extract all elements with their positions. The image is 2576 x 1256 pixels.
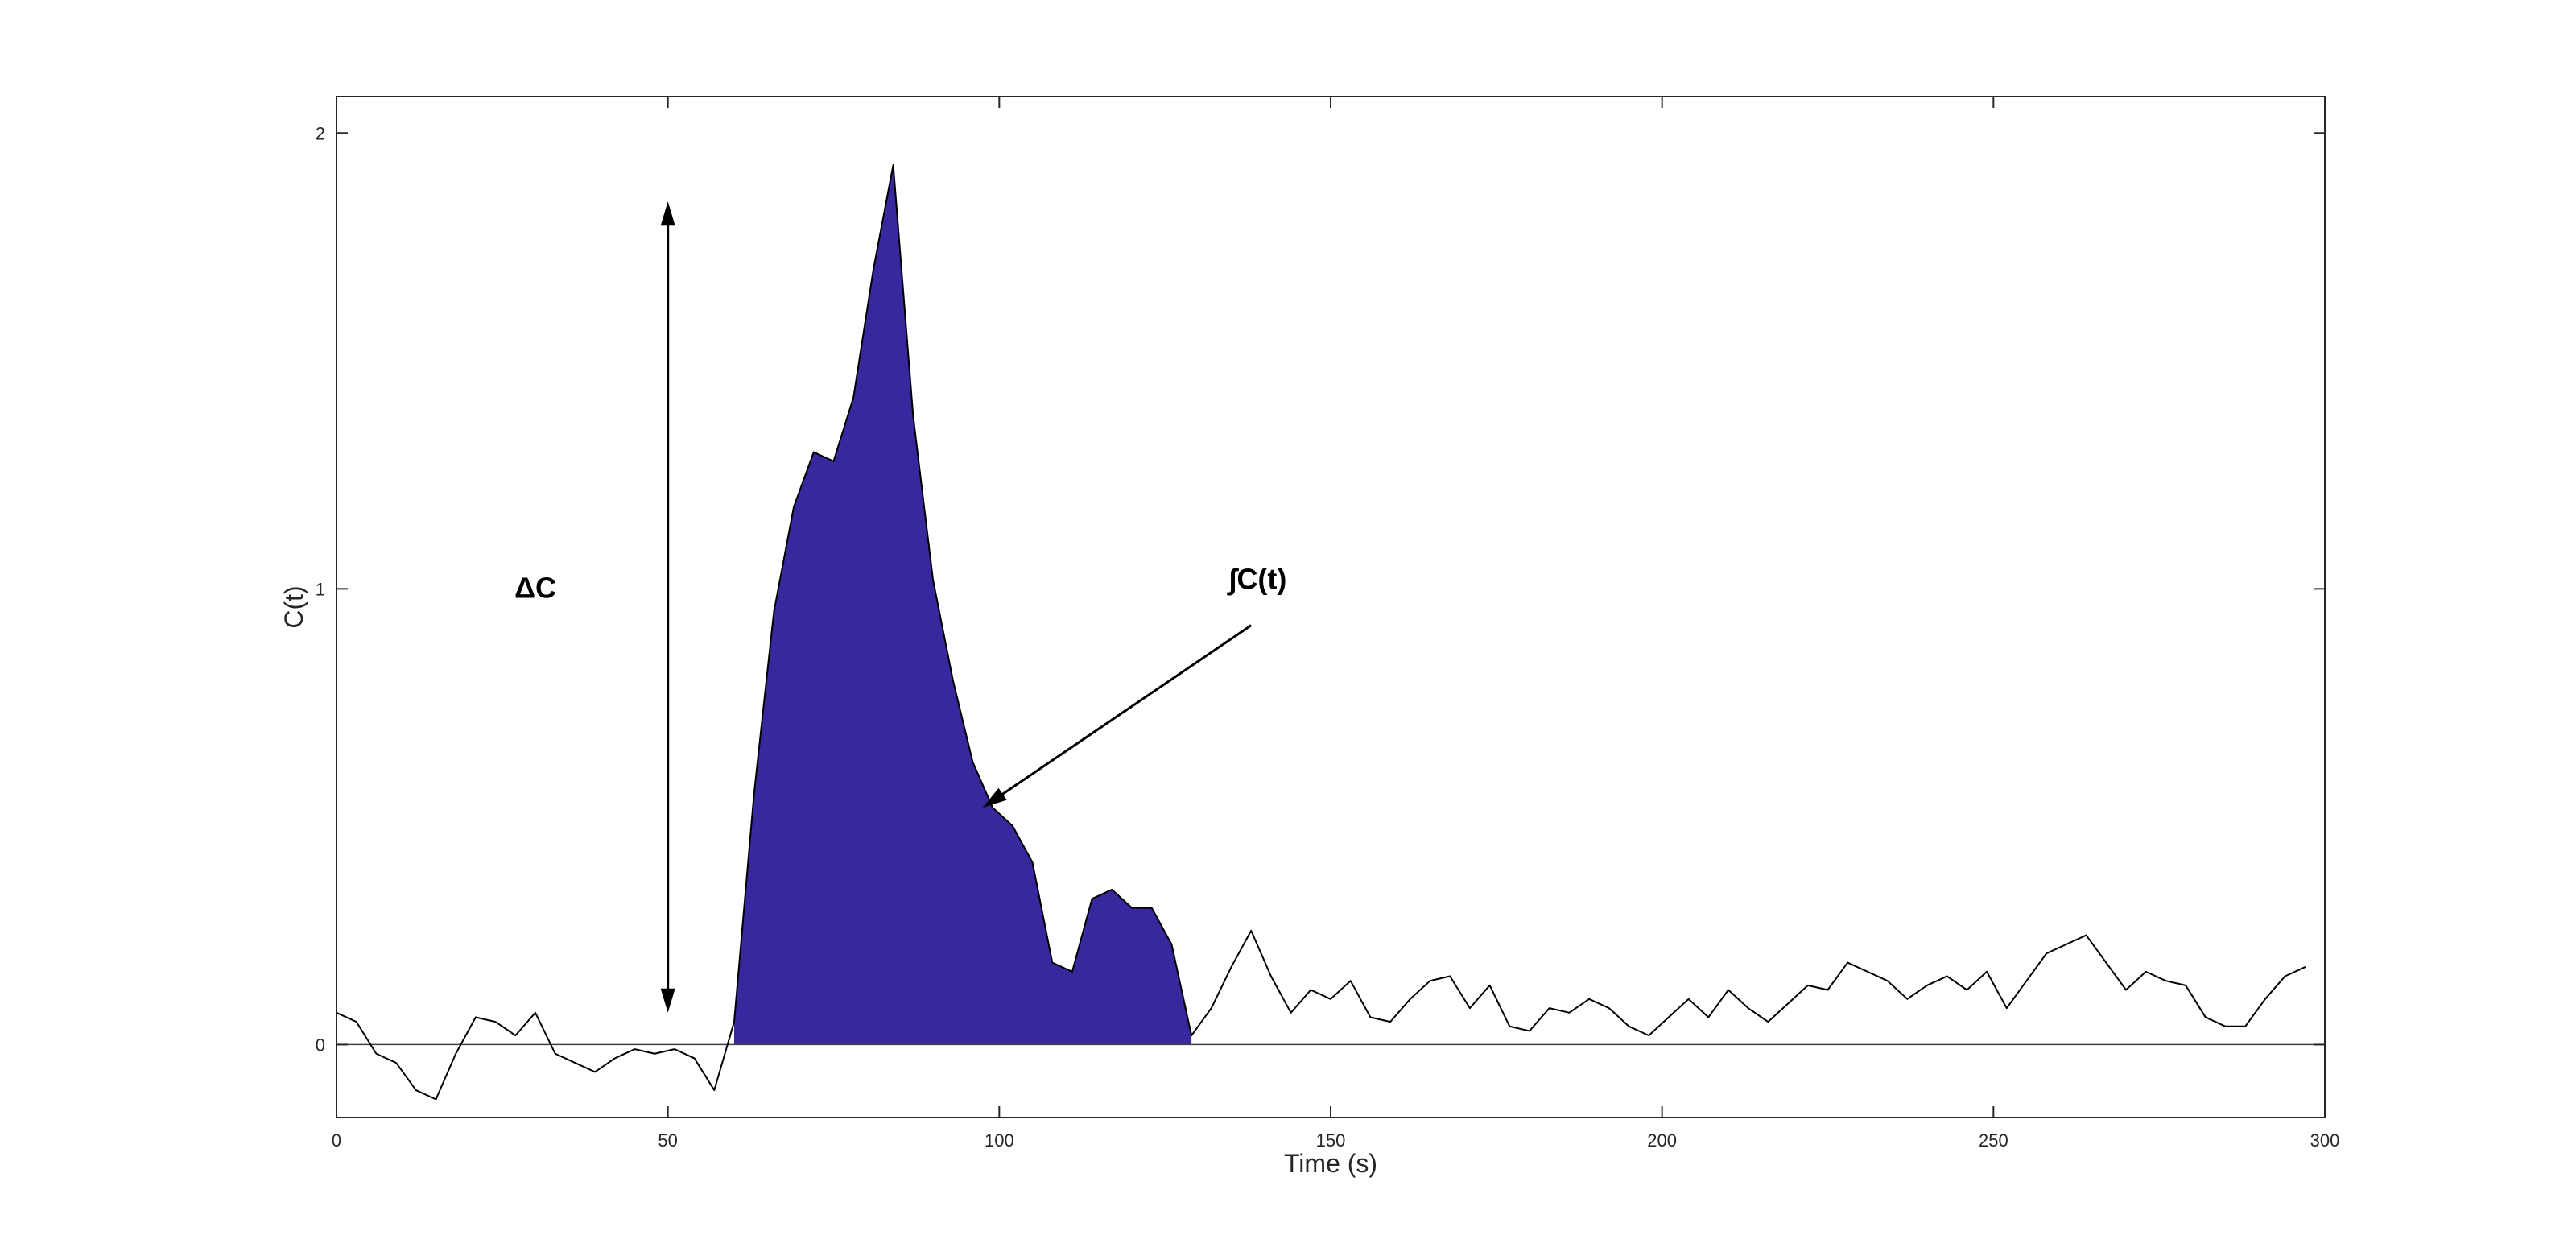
integral-c-arrow-line <box>997 624 1253 798</box>
x-tick-label: 300 <box>2310 1130 2340 1151</box>
x-tick-label: 0 <box>332 1130 341 1151</box>
y-tick-label: 0 <box>316 1035 325 1055</box>
y-tick-label: 1 <box>316 579 325 599</box>
y-axis-label: C(t) <box>279 585 308 628</box>
x-axis-label: Time (s) <box>1284 1149 1377 1178</box>
delta-c-arrowhead-start <box>660 988 675 1013</box>
x-tick-label: 150 <box>1316 1130 1346 1151</box>
x-tick-label: 250 <box>1979 1130 2008 1151</box>
x-tick-label: 200 <box>1647 1130 1677 1151</box>
auc-fill-region <box>734 164 1192 1045</box>
plot-area: 0 50 100 150 200 250 300 0 1 2 ΔC ∫C(t) <box>316 96 2340 1151</box>
x-tick-label: 100 <box>985 1130 1014 1151</box>
concentration-curve <box>336 163 2306 1101</box>
delta-c-arrowhead-end <box>660 201 675 226</box>
axes-box <box>336 96 2326 1118</box>
integral-c-label: ∫C(t) <box>1227 562 1287 595</box>
delta-c-label: ΔC <box>514 572 556 605</box>
y-tick-label: 2 <box>316 123 325 143</box>
integral-c-arrowhead-end <box>982 787 1007 808</box>
x-tick-label: 50 <box>658 1130 677 1151</box>
